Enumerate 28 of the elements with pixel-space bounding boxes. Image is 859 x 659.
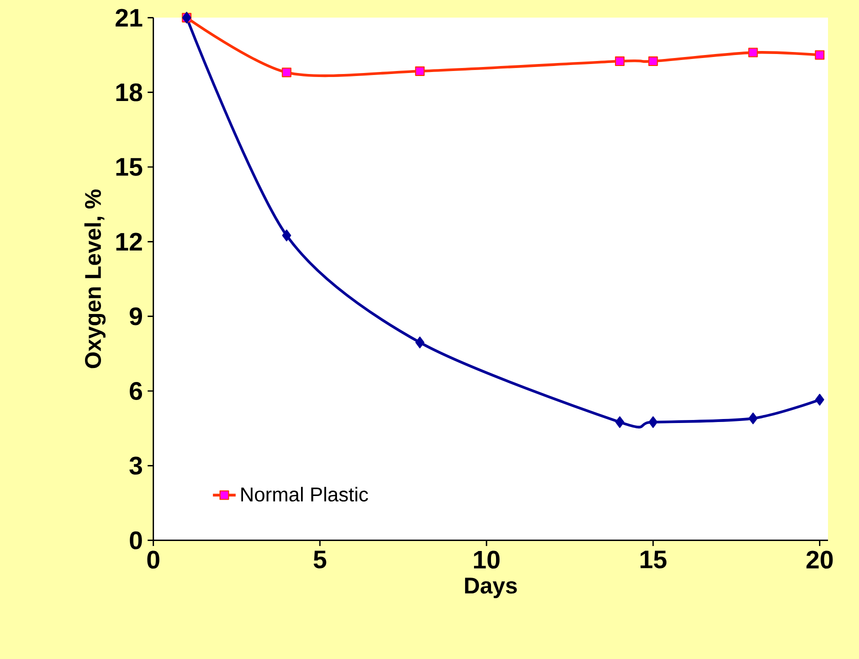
point xyxy=(814,50,824,60)
y-tick-label: 6 xyxy=(130,382,142,400)
point xyxy=(282,230,292,242)
y-tick-label: 21 xyxy=(116,8,142,27)
x-tick-label: 5 xyxy=(314,550,326,568)
point xyxy=(748,412,758,424)
point xyxy=(815,394,824,406)
y-axis-title: Oxygen Level, % xyxy=(84,190,106,368)
x-tick-label: 15 xyxy=(640,550,666,568)
point xyxy=(615,416,624,428)
y-tick-label: 18 xyxy=(116,83,142,102)
x-axis-title: Days xyxy=(465,578,517,598)
point xyxy=(415,336,424,348)
y-tick-label: 12 xyxy=(116,232,142,250)
y-tick-label: 3 xyxy=(129,456,142,475)
point xyxy=(648,416,658,428)
y-tick-label: 9 xyxy=(130,307,142,326)
point xyxy=(648,56,658,66)
x-tick-label: 10 xyxy=(474,550,500,569)
legend-label: Normal Plastic xyxy=(241,486,368,502)
point xyxy=(415,66,425,76)
point xyxy=(614,56,625,66)
y-tick-label: 15 xyxy=(116,158,142,176)
y-tick-label: 0 xyxy=(130,531,142,550)
x-tick-label: 20 xyxy=(806,550,833,569)
point xyxy=(748,48,758,58)
point xyxy=(282,68,292,78)
x-tick-label: 0 xyxy=(147,550,160,569)
